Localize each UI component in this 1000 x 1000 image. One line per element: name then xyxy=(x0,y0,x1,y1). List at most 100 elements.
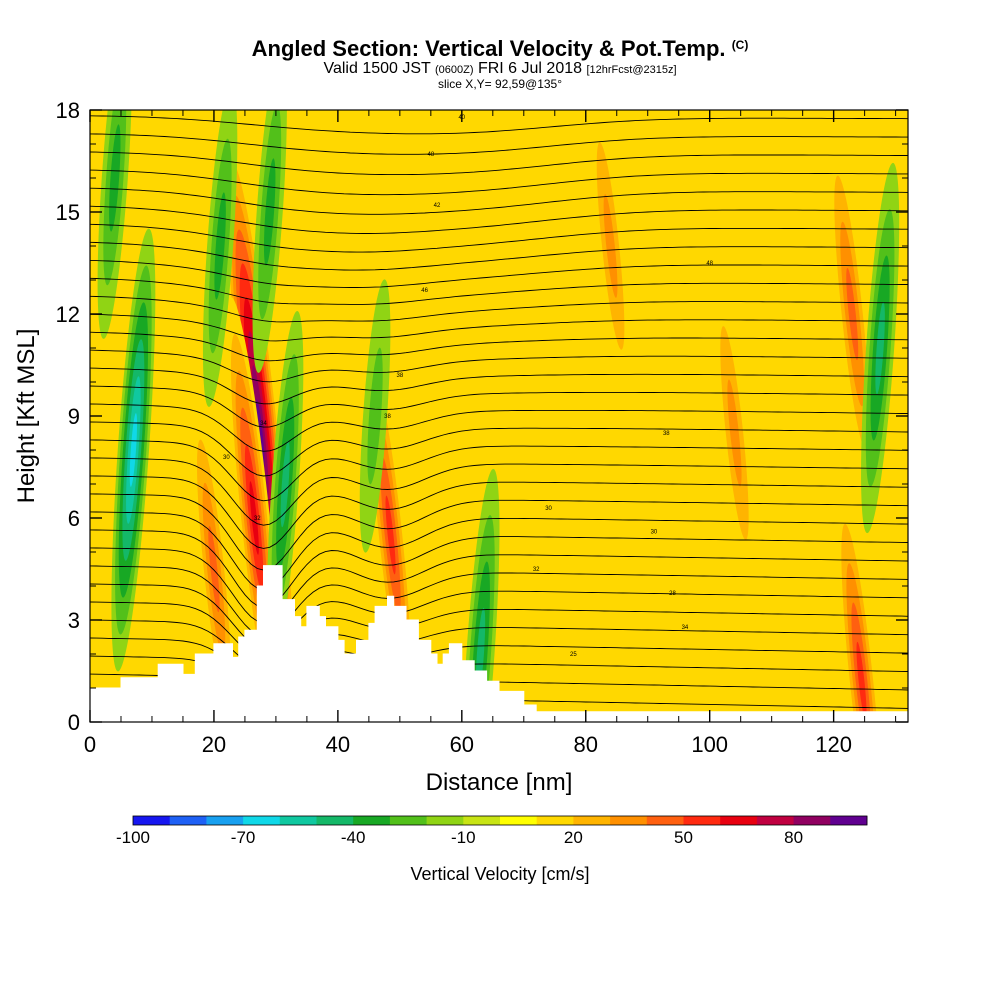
theta-contour-label: 48 xyxy=(427,152,434,158)
colorbar-swatch xyxy=(169,816,207,825)
theta-contour-label: 34 xyxy=(682,625,689,631)
theta-contour-line xyxy=(90,205,908,234)
theta-contour-label: 32 xyxy=(533,567,540,573)
theta-contour-line xyxy=(90,385,908,428)
colorbar-swatch xyxy=(463,816,501,825)
subtitle-forecast: [12hrFcst@2315z] xyxy=(586,64,677,76)
velocity-band xyxy=(727,379,742,487)
colorbar-swatch xyxy=(720,816,758,825)
velocity-band xyxy=(208,525,220,613)
subtitle-utc: (0600Z) xyxy=(434,64,474,76)
colorbar-swatch xyxy=(426,816,464,825)
downdraft-cell-11 xyxy=(252,110,287,373)
colorbar-swatch xyxy=(683,816,721,825)
theta-contour-label: 30 xyxy=(545,506,552,512)
theta-contour-line xyxy=(90,259,908,288)
colorbar-tick-label: -10 xyxy=(451,828,476,847)
downdraft-cell-12 xyxy=(359,279,391,553)
theta-contour-line xyxy=(90,421,908,477)
theta-contour-label: 25 xyxy=(570,652,577,658)
theta-contour-line xyxy=(90,349,908,383)
colorbar-tick-label: -40 xyxy=(340,828,366,847)
theta-contour-line xyxy=(90,169,908,196)
downdraft-cell-15 xyxy=(97,110,132,339)
x-tick-label: 20 xyxy=(202,732,226,757)
y-tick-label: 3 xyxy=(68,608,80,633)
theta-contour-label: 34 xyxy=(260,421,267,427)
velocity-band xyxy=(846,267,859,361)
colorbar-swatch xyxy=(389,816,427,825)
theta-contour-line xyxy=(90,493,908,571)
theta-contour-line xyxy=(90,241,908,271)
velocity-band xyxy=(385,495,396,575)
theta-contour-line xyxy=(90,313,908,342)
colorbar-tick-label: 50 xyxy=(674,828,693,847)
theta-contour-line xyxy=(90,601,908,659)
colorbar-swatch xyxy=(830,816,868,825)
theta-contour-label: 32 xyxy=(254,516,261,522)
theta-contour-line xyxy=(90,439,908,502)
downdraft-cell-8 xyxy=(111,228,156,672)
theta-contour-line xyxy=(90,403,908,452)
y-axis-label: Height [Kft MSL] xyxy=(13,329,40,504)
theta-contour-line xyxy=(90,529,908,608)
velocity-band xyxy=(256,399,265,467)
slice-info: slice X,Y= 92,59@135° xyxy=(437,77,563,91)
theta-contour-line xyxy=(90,187,908,215)
theta-contour-line xyxy=(90,223,908,253)
colorbar-swatch xyxy=(279,816,317,825)
theta-contour-line xyxy=(90,475,908,549)
velocity-band xyxy=(603,194,618,298)
velocity-band xyxy=(367,347,383,485)
colorbar-swatch xyxy=(353,816,391,825)
colorbar-title: Vertical Velocity [cm/s] xyxy=(410,864,590,884)
velocity-band xyxy=(109,124,121,232)
velocity-band xyxy=(129,413,138,487)
colorbar-swatch xyxy=(573,816,611,825)
x-tick-label: 0 xyxy=(84,732,96,757)
x-axis-label: Distance [nm] xyxy=(426,769,573,796)
subtitle-date: FRI 6 Jul 2018 xyxy=(477,60,583,77)
colorbar-swatch xyxy=(756,816,794,825)
theta-contour-line xyxy=(90,277,908,305)
x-tick-label: 80 xyxy=(574,732,598,757)
y-tick-label: 0 xyxy=(68,710,80,735)
theta-contour-label: 42 xyxy=(434,203,441,209)
colorbar-frame xyxy=(132,815,868,826)
x-tick-label: 100 xyxy=(691,732,728,757)
theta-contour-line xyxy=(90,151,908,176)
theta-contour-line xyxy=(90,583,908,649)
x-tick-label: 40 xyxy=(326,732,350,757)
colorbar-tick-label: 20 xyxy=(563,828,583,847)
updraft-cell-6 xyxy=(589,110,632,402)
theta-contour-line xyxy=(90,367,908,405)
colorbar-swatch xyxy=(646,816,684,825)
velocity-band xyxy=(856,641,867,721)
theta-contour-label: 38 xyxy=(397,373,404,379)
colorbar-swatch xyxy=(133,816,171,825)
y-tick-label: 9 xyxy=(68,404,80,429)
theta-contour-line xyxy=(90,133,908,155)
chart-title-suffix: (C) xyxy=(731,38,749,52)
velocity-band xyxy=(263,158,276,266)
colorbar-swatch xyxy=(536,816,574,825)
chart-title: Angled Section: Vertical Velocity & Pot.… xyxy=(0,36,1000,62)
y-tick-label: 6 xyxy=(68,506,80,531)
colorbar-swatch xyxy=(206,816,244,825)
theta-contour-label: 28 xyxy=(669,591,676,597)
theta-contour-line xyxy=(90,115,908,135)
theta-contour-line xyxy=(90,331,908,362)
theta-contour-label: 48 xyxy=(706,261,713,267)
theta-contour-label: 30 xyxy=(223,455,230,461)
theta-contour-line xyxy=(90,565,908,637)
theta-contour-line xyxy=(90,457,908,526)
y-tick-label: 15 xyxy=(56,200,80,225)
theta-contour-line xyxy=(90,295,908,323)
updraft-cell-4 xyxy=(713,272,756,594)
colorbar-tick-label: 80 xyxy=(784,828,804,847)
colorbar-tick-label: -70 xyxy=(230,828,256,847)
terrain xyxy=(90,565,908,722)
x-tick-label: 120 xyxy=(815,732,852,757)
theta-contour-label: 38 xyxy=(384,414,391,420)
